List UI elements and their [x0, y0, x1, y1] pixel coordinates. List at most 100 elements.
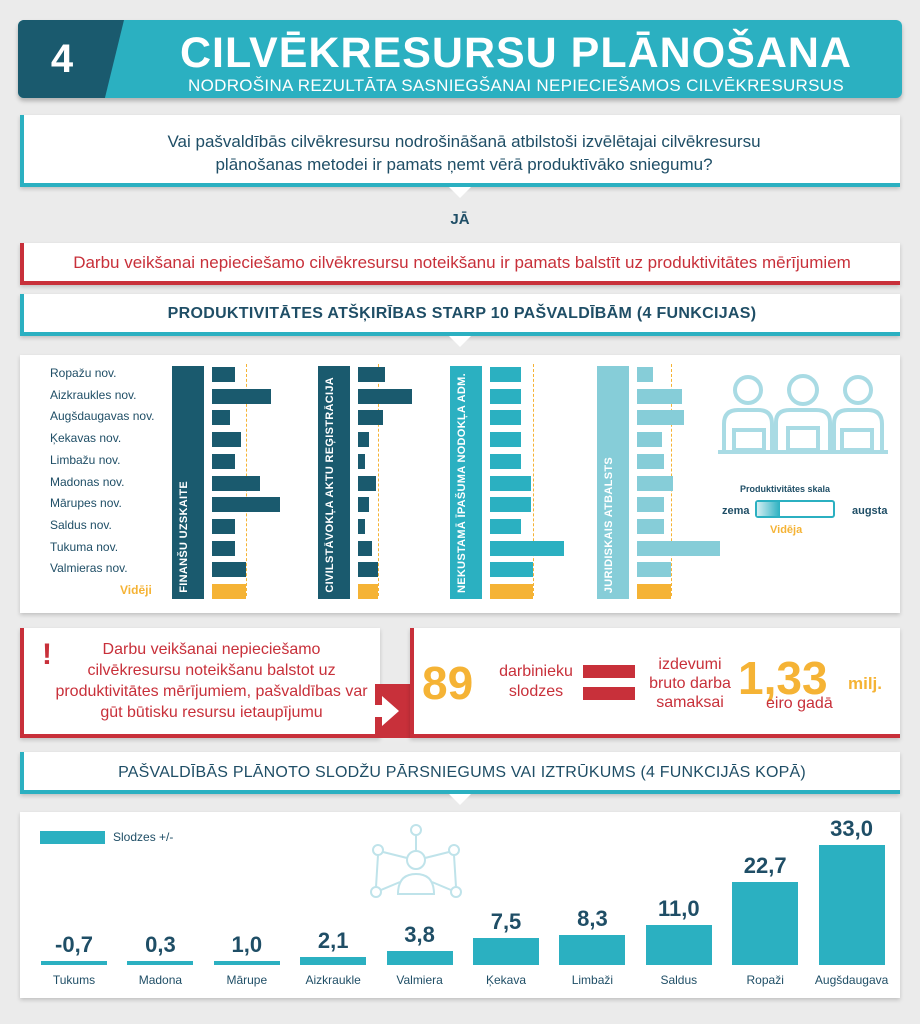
- productivity-heading: PRODUKTIVITĀTES ATŠĶIRĪBAS STARP 10 PAŠV…: [167, 305, 757, 322]
- function-label: CIVILSTĀVOKĻA AKTU REĢISTRĀCIJA: [324, 377, 336, 593]
- bar-value-label: 3,8: [404, 922, 435, 948]
- productivity-bar: [212, 518, 235, 534]
- amount-label: eiro gadā: [766, 695, 833, 712]
- workloads-label: darbinieku slodzes: [499, 663, 573, 700]
- question-box: Vai pašvaldībās cilvēkresursu nodrošināš…: [20, 115, 900, 187]
- question-text: Vai pašvaldībās cilvēkresursu nodrošināš…: [84, 130, 844, 176]
- productivity-bar: [358, 475, 376, 491]
- function-column: NEKUSTAMĀ ĪPAŠUMA NODOKĻA ADM.: [450, 366, 482, 599]
- productivity-bar: [212, 410, 230, 426]
- productivity-bar: [637, 367, 653, 382]
- bar-value-label: 11,0: [657, 896, 700, 921]
- question-line-2: plānošanas metodei ir pamats ņemt vērā p…: [215, 155, 713, 174]
- productivity-bar: [637, 410, 684, 426]
- productivity-bar: [637, 388, 682, 404]
- function-column: CIVILSTĀVOKĻA AKTU REĢISTRĀCIJA: [318, 366, 350, 599]
- legend-swatch: [40, 831, 105, 844]
- bar-value-label: 22,7: [743, 853, 787, 879]
- workload-bar: [300, 957, 367, 965]
- workloads-value: 89: [422, 657, 474, 709]
- bar-value-label: 0,3: [145, 932, 176, 957]
- productivity-bar: [212, 497, 280, 513]
- municipality-label: Tukuma nov.: [50, 539, 119, 554]
- productivity-bar: [358, 367, 385, 382]
- bar-value-label: 8,3: [577, 905, 608, 931]
- exclamation-icon: !: [42, 638, 52, 671]
- section-number: 4: [50, 37, 74, 81]
- category-label: Ropaži: [746, 973, 784, 987]
- productivity-bar: [212, 388, 271, 404]
- answer-label: JĀ: [450, 211, 470, 228]
- workload-heading: PAŠVALDĪBĀS PLĀNOTO SLODŽU PĀRSNIEGUMS V…: [118, 764, 806, 781]
- page-title: CILVĒKRESURSU PLĀNOŠANA: [179, 29, 853, 77]
- municipality-label: Ropažu nov.: [50, 366, 117, 380]
- workload-bar: [645, 925, 712, 965]
- productivity-heading-box: PRODUKTIVITĀTES ATŠĶIRĪBAS STARP 10 PAŠV…: [20, 294, 900, 336]
- productivity-bar: [490, 475, 531, 491]
- productivity-bar: [358, 497, 369, 513]
- productivity-bar: [490, 453, 521, 469]
- amount-value: 1,33: [738, 652, 828, 704]
- productivity-bar: [637, 475, 673, 491]
- productivity-bar: [358, 562, 378, 578]
- equals-sign-top: [583, 665, 635, 678]
- productivity-bar: [490, 562, 533, 578]
- pointer-triangle: [449, 336, 471, 347]
- productivity-bar: [358, 410, 383, 426]
- arrow-right-icon: [368, 696, 399, 726]
- function-label: FINANŠU UZSKAITE: [178, 481, 190, 593]
- workload-bar: [127, 961, 194, 965]
- savings-statement-box: ! Darbu veikšanai nepieciešamo cilvēkres…: [20, 628, 380, 738]
- productivity-bar: [212, 453, 235, 469]
- amount-unit: milj.: [848, 674, 883, 693]
- scale-mid-label: Vidēja: [770, 524, 803, 536]
- bar-value-label: 33,0: [830, 816, 873, 841]
- category-label: Madona: [138, 973, 183, 987]
- productivity-bar: [212, 432, 241, 448]
- bar-value-label: 2,1: [317, 928, 349, 954]
- productivity-scale-bar: [755, 500, 835, 518]
- productivity-bar: [212, 540, 235, 556]
- workload-bar: [473, 937, 539, 965]
- productivity-bar: [358, 518, 365, 534]
- workload-bar: [213, 961, 280, 965]
- average-bar: [212, 584, 246, 599]
- category-label: Ķekava: [485, 973, 527, 987]
- municipality-label: Augšdaugavas nov.: [50, 409, 155, 424]
- municipality-label: Ķekavas nov.: [50, 431, 122, 446]
- municipality-label: Mārupes nov.: [50, 496, 122, 511]
- productivity-bar: [358, 453, 365, 469]
- page-subtitle: NODROŠINA REZULTĀTA SASNIEGŠANAI NEPIECI…: [188, 76, 844, 95]
- category-label: Saldus: [660, 973, 698, 987]
- category-label: Tukums: [52, 973, 96, 987]
- pointer-triangle: [449, 187, 471, 198]
- productivity-bar: [637, 453, 664, 469]
- productivity-bar: [637, 432, 662, 448]
- bar-value-label: 7,5: [490, 908, 522, 934]
- header-banner: 4 CILVĒKRESURSU PLĀNOŠANA NODROŠINA REZU…: [18, 20, 902, 98]
- average-bar: [490, 584, 533, 599]
- scale-title: Produktivitātes skala: [740, 484, 831, 494]
- productivity-bar: [490, 367, 521, 382]
- category-label: Valmiera: [396, 973, 443, 987]
- scale-high-label: augsta: [852, 505, 888, 517]
- legend-label: Slodzes +/-: [113, 830, 174, 844]
- productivity-bar: [637, 540, 720, 556]
- productivity-bar: [490, 432, 521, 448]
- savings-statement: Darbu veikšanai nepieciešamo cilvēkresur…: [55, 641, 368, 721]
- productivity-bar: [212, 367, 235, 382]
- municipality-label: Aizkraukles nov.: [50, 387, 137, 402]
- equals-sign-bottom: [583, 687, 635, 700]
- section-number-box: [18, 20, 124, 98]
- municipality-label: Valmieras nov.: [50, 561, 128, 576]
- productivity-bar: [490, 388, 521, 404]
- productivity-bar: [637, 518, 664, 534]
- workload-bar: [559, 934, 626, 965]
- average-line: [533, 364, 535, 596]
- average-row-label: Vidēji: [120, 583, 152, 597]
- question-line-1: Vai pašvaldībās cilvēkresursu nodrošināš…: [167, 132, 761, 151]
- bar-value-label: -0,7: [55, 932, 93, 957]
- average-bar: [637, 584, 671, 599]
- productivity-scale-fill: [757, 502, 780, 516]
- function-column: JURIDISKAIS ATBALSTS: [597, 366, 629, 599]
